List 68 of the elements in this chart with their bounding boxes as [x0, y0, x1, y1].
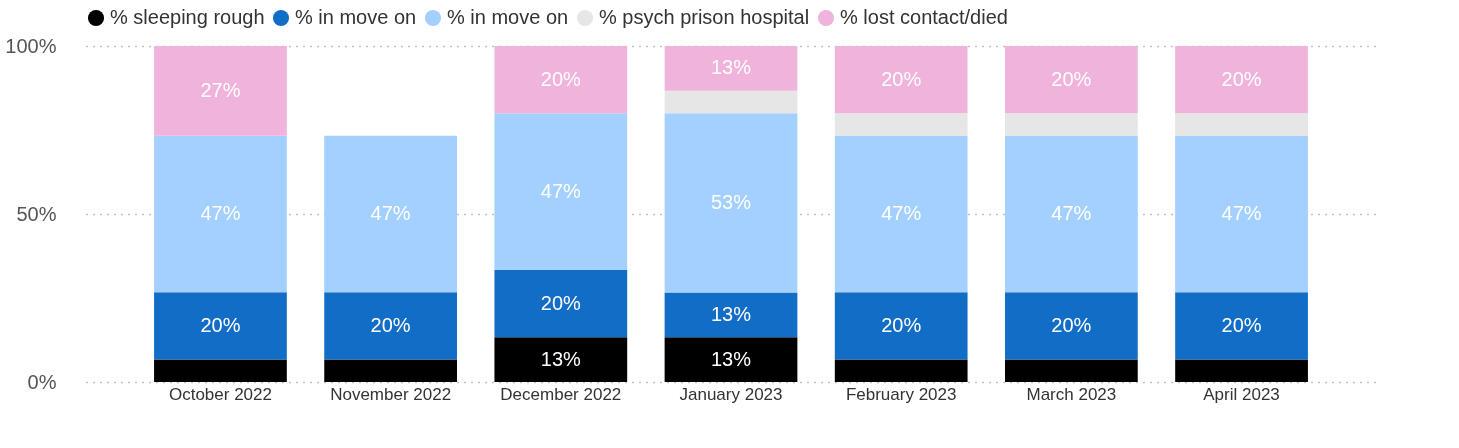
data-label: 20% — [1221, 67, 1262, 90]
bar — [1005, 292, 1138, 360]
bar — [324, 292, 457, 360]
data-label: 13% — [540, 347, 582, 370]
data-label: 13% — [710, 302, 752, 325]
bar — [1175, 359, 1308, 382]
y-tick-label: 50% — [16, 202, 57, 225]
bar — [834, 135, 968, 293]
legend-label: % in move on — [447, 6, 569, 28]
bar — [1005, 113, 1138, 136]
bar — [154, 135, 287, 293]
bar — [154, 292, 287, 360]
bar — [664, 292, 798, 338]
data-label: 13% — [710, 347, 752, 370]
bar — [834, 46, 968, 114]
bar — [1175, 292, 1308, 360]
data-label: 20% — [370, 313, 411, 336]
data-label: 53% — [710, 190, 752, 213]
data-label: 20% — [1221, 313, 1262, 336]
data-label: 47% — [540, 179, 582, 202]
bar — [494, 46, 628, 114]
bar — [1175, 135, 1308, 293]
bar — [664, 337, 798, 382]
x-tick-label: October 2022 — [168, 384, 272, 404]
data-label: 20% — [881, 67, 922, 90]
bar — [834, 113, 968, 136]
data-label: 20% — [200, 313, 241, 336]
bar — [154, 46, 287, 136]
bar — [664, 46, 798, 91]
x-tick-label: February 2023 — [845, 384, 957, 404]
bar — [834, 359, 968, 382]
bar — [324, 135, 457, 293]
data-label: 47% — [1221, 202, 1262, 224]
x-tick-label: November 2022 — [330, 384, 452, 404]
bar — [1005, 359, 1138, 382]
data-label: 20% — [1051, 313, 1092, 336]
bar — [324, 359, 457, 382]
bar — [1005, 46, 1138, 114]
data-label: 47% — [200, 202, 241, 224]
bar — [1005, 135, 1138, 293]
legend-label: % in move on — [295, 6, 417, 28]
legend-label: % sleeping rough — [110, 6, 265, 28]
bar — [664, 113, 798, 293]
bar — [494, 270, 628, 338]
data-label: 13% — [710, 56, 752, 79]
data-label: 47% — [370, 202, 411, 224]
legend-label: % lost contact/died — [840, 6, 1008, 28]
bar — [834, 292, 968, 360]
bar — [494, 113, 628, 271]
data-label: 27% — [200, 78, 241, 101]
bar — [1175, 113, 1308, 136]
data-label: 20% — [1051, 67, 1092, 90]
x-tick-label: December 2022 — [500, 384, 622, 404]
bar — [154, 359, 287, 382]
data-label: 47% — [1051, 202, 1092, 224]
y-tick-label: 0% — [27, 370, 57, 393]
data-label: 20% — [540, 291, 582, 314]
legend-label: % psych prison hospital — [599, 6, 810, 28]
bar — [1175, 46, 1308, 114]
data-label: 20% — [540, 67, 582, 90]
bar — [494, 337, 628, 382]
y-tick-label: 100% — [5, 34, 57, 57]
x-tick-label: January 2023 — [679, 384, 783, 404]
data-label: 20% — [881, 313, 922, 336]
x-tick-label: March 2023 — [1026, 384, 1117, 404]
bar — [664, 90, 798, 114]
x-tick-label: April 2023 — [1203, 384, 1280, 404]
data-label: 47% — [881, 202, 922, 224]
